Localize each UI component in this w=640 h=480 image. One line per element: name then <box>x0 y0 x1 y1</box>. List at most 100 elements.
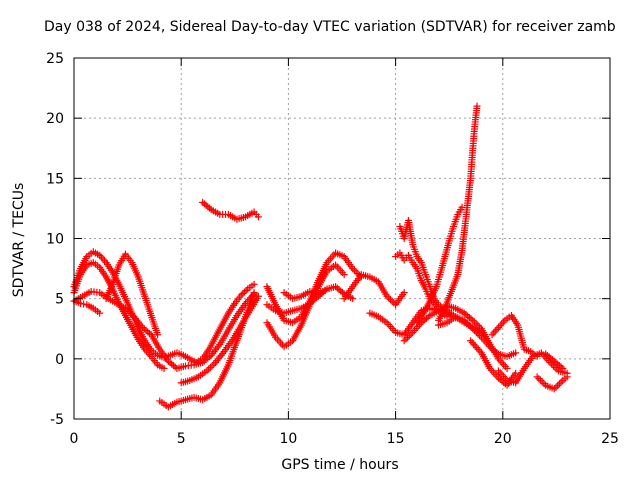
data-point <box>242 287 250 295</box>
data-point <box>467 315 475 323</box>
series-track-18 <box>413 203 466 327</box>
y-tick-label: 15 <box>46 171 64 187</box>
data-point <box>469 325 477 333</box>
data-point <box>127 309 135 317</box>
data-point <box>237 291 245 299</box>
data-point <box>145 329 153 337</box>
data-point <box>490 329 498 337</box>
data-point <box>474 321 482 329</box>
data-point <box>557 378 565 386</box>
series-track-5 <box>102 250 162 339</box>
y-tick-label: 20 <box>46 111 64 127</box>
series-track-12 <box>280 285 331 303</box>
data-point <box>402 335 410 343</box>
data-point <box>386 296 394 304</box>
data-point <box>555 380 563 388</box>
x-tick-label: 10 <box>279 431 297 447</box>
data-point <box>407 330 415 338</box>
data-point <box>498 320 506 328</box>
data-point <box>557 363 565 371</box>
data-point <box>493 325 501 333</box>
x-tick-label: 25 <box>601 431 619 447</box>
data-point <box>128 311 136 319</box>
data-point <box>424 313 432 321</box>
data-point <box>471 342 479 350</box>
data-point <box>349 295 357 303</box>
x-tick-label: 0 <box>70 431 79 447</box>
data-point <box>338 288 346 296</box>
x-tick-label: 15 <box>387 431 405 447</box>
y-tick-label: -5 <box>50 412 64 428</box>
data-point <box>512 349 520 357</box>
data-point <box>559 364 567 372</box>
series-track-20 <box>434 313 520 360</box>
data-point <box>464 320 472 328</box>
data-point <box>125 308 133 316</box>
series-track-25 <box>542 350 567 372</box>
data-point <box>460 316 468 324</box>
data-point <box>493 349 501 357</box>
series-track-11 <box>263 283 357 317</box>
y-tick-label: 5 <box>55 292 64 308</box>
data-point <box>495 324 503 332</box>
data-point <box>210 360 218 368</box>
data-point <box>554 382 562 390</box>
data-point <box>206 363 214 371</box>
data-points <box>70 102 571 411</box>
data-point <box>171 363 179 371</box>
data-point <box>467 323 475 331</box>
data-point <box>400 337 408 345</box>
data-point <box>462 318 470 326</box>
data-point <box>383 292 391 300</box>
data-point <box>254 213 262 221</box>
data-point <box>323 285 331 293</box>
y-axis-label: SDTVAR / TECUs <box>11 182 27 298</box>
data-point <box>80 300 88 308</box>
data-point <box>535 375 543 383</box>
series-track-22 <box>488 312 541 360</box>
data-point <box>491 327 499 335</box>
data-point <box>467 337 475 345</box>
data-point <box>405 332 413 340</box>
data-point <box>473 102 481 110</box>
data-point <box>474 330 482 338</box>
data-point <box>206 353 214 361</box>
data-point <box>488 331 496 339</box>
data-point <box>76 299 84 307</box>
data-point <box>206 204 214 212</box>
series-track-4 <box>70 297 104 317</box>
data-point <box>96 309 104 317</box>
data-point <box>239 290 247 298</box>
data-point <box>470 340 478 348</box>
data-point <box>512 369 520 377</box>
data-point <box>208 362 216 370</box>
data-point <box>123 306 131 314</box>
data-point <box>499 318 507 326</box>
data-point <box>468 339 476 347</box>
data-point <box>205 365 213 373</box>
series-track-23 <box>495 349 571 387</box>
data-point <box>563 373 571 381</box>
data-point <box>385 294 393 302</box>
data-point <box>121 304 129 312</box>
data-point <box>537 376 545 384</box>
data-point <box>240 288 248 296</box>
data-point <box>533 373 541 381</box>
data-point <box>404 333 412 341</box>
data-point <box>469 316 477 324</box>
data-point <box>470 326 478 334</box>
series-track-13 <box>340 271 408 309</box>
data-point <box>154 331 162 339</box>
data-point <box>465 321 473 329</box>
y-tick-label: 10 <box>46 232 64 248</box>
data-point <box>349 265 357 273</box>
data-point <box>553 365 561 373</box>
data-point <box>352 268 360 276</box>
data-point <box>472 320 480 328</box>
data-point <box>203 367 211 375</box>
chart-title: Day 038 of 2024, Sidereal Day-to-day VTE… <box>44 19 616 35</box>
data-point <box>503 364 511 372</box>
series-track-7 <box>156 289 258 411</box>
x-tick-label: 5 <box>177 431 186 447</box>
data-point <box>540 380 548 388</box>
